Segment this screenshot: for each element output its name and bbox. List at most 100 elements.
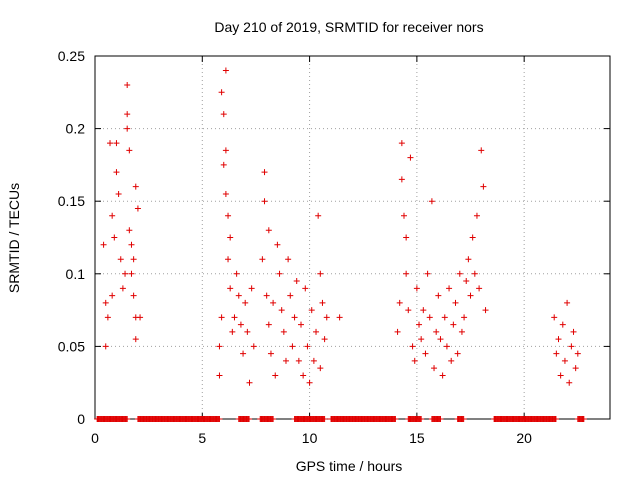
data-point bbox=[564, 299, 571, 306]
data-point bbox=[458, 328, 465, 335]
data-point bbox=[282, 357, 289, 364]
data-point bbox=[465, 256, 472, 263]
data-point bbox=[319, 299, 326, 306]
data-point bbox=[426, 314, 433, 321]
data-point bbox=[424, 270, 431, 277]
data-point bbox=[265, 227, 272, 234]
data-point bbox=[336, 314, 343, 321]
data-point bbox=[555, 336, 562, 343]
data-point bbox=[403, 270, 410, 277]
y-tick-label: 0.25 bbox=[58, 48, 85, 64]
data-point bbox=[278, 307, 285, 314]
data-point bbox=[220, 111, 227, 118]
data-point bbox=[482, 307, 489, 314]
data-point bbox=[263, 292, 270, 299]
x-tick-label: 0 bbox=[91, 430, 99, 446]
x-tick-label: 10 bbox=[302, 430, 318, 446]
data-point bbox=[398, 176, 405, 183]
data-points bbox=[94, 67, 587, 422]
zero-point bbox=[270, 416, 277, 422]
data-point bbox=[270, 299, 277, 306]
x-tick-label: 20 bbox=[516, 430, 532, 446]
data-point bbox=[274, 241, 281, 248]
data-point bbox=[222, 67, 229, 74]
data-point bbox=[113, 169, 120, 176]
data-point bbox=[233, 270, 240, 277]
data-point bbox=[246, 379, 253, 386]
data-point bbox=[308, 307, 315, 314]
data-point bbox=[289, 343, 296, 350]
data-point bbox=[454, 350, 461, 357]
data-point bbox=[134, 205, 141, 212]
data-point bbox=[293, 278, 300, 285]
data-point bbox=[104, 314, 111, 321]
plot-frame bbox=[94, 55, 611, 420]
data-point bbox=[431, 365, 438, 372]
data-point bbox=[102, 343, 109, 350]
data-point bbox=[250, 343, 257, 350]
data-point bbox=[450, 321, 457, 328]
data-point bbox=[302, 285, 309, 292]
data-point bbox=[280, 328, 287, 335]
data-point bbox=[222, 190, 229, 197]
data-point bbox=[107, 140, 114, 147]
data-point bbox=[128, 241, 135, 248]
data-point bbox=[229, 328, 236, 335]
zero-point bbox=[460, 416, 467, 422]
data-point bbox=[126, 147, 133, 154]
data-point bbox=[437, 336, 444, 343]
data-point bbox=[435, 292, 442, 299]
data-point bbox=[115, 190, 122, 197]
y-tick-label: 0.2 bbox=[66, 121, 86, 137]
data-point bbox=[126, 227, 133, 234]
data-point bbox=[407, 154, 414, 161]
data-point bbox=[235, 292, 242, 299]
data-point bbox=[310, 357, 317, 364]
chart-title: Day 210 of 2019, SRMTID for receiver nor… bbox=[214, 19, 483, 35]
data-point bbox=[119, 285, 126, 292]
data-point bbox=[396, 299, 403, 306]
data-point bbox=[109, 292, 116, 299]
data-point bbox=[471, 270, 478, 277]
data-point bbox=[321, 336, 328, 343]
grid-lines bbox=[95, 56, 610, 419]
data-point bbox=[467, 292, 474, 299]
data-point bbox=[413, 285, 420, 292]
zero-point bbox=[580, 416, 587, 422]
zero-point bbox=[321, 416, 328, 422]
data-point bbox=[218, 314, 225, 321]
y-tick-label: 0.15 bbox=[58, 193, 85, 209]
data-point bbox=[100, 241, 107, 248]
data-point bbox=[237, 321, 244, 328]
data-point bbox=[398, 140, 405, 147]
data-point bbox=[304, 343, 311, 350]
data-point bbox=[439, 372, 446, 379]
data-point bbox=[265, 321, 272, 328]
data-point bbox=[566, 379, 573, 386]
data-point bbox=[405, 307, 412, 314]
data-point bbox=[418, 336, 425, 343]
data-point bbox=[216, 372, 223, 379]
data-point bbox=[218, 89, 225, 96]
zero-point bbox=[437, 416, 444, 422]
data-point bbox=[446, 285, 453, 292]
data-point bbox=[130, 292, 137, 299]
data-point bbox=[317, 270, 324, 277]
data-point bbox=[480, 183, 487, 190]
data-point bbox=[394, 328, 401, 335]
data-point bbox=[298, 321, 304, 328]
data-point bbox=[227, 285, 234, 292]
data-point bbox=[553, 350, 560, 357]
data-point bbox=[306, 379, 313, 386]
data-point bbox=[227, 234, 234, 241]
data-point bbox=[122, 270, 129, 277]
zero-point bbox=[246, 416, 253, 422]
data-point bbox=[287, 292, 294, 299]
data-point bbox=[244, 328, 251, 335]
zero-point bbox=[552, 416, 559, 422]
data-point bbox=[561, 357, 568, 364]
data-point bbox=[428, 198, 435, 205]
data-point bbox=[225, 256, 232, 263]
data-point bbox=[441, 314, 448, 321]
